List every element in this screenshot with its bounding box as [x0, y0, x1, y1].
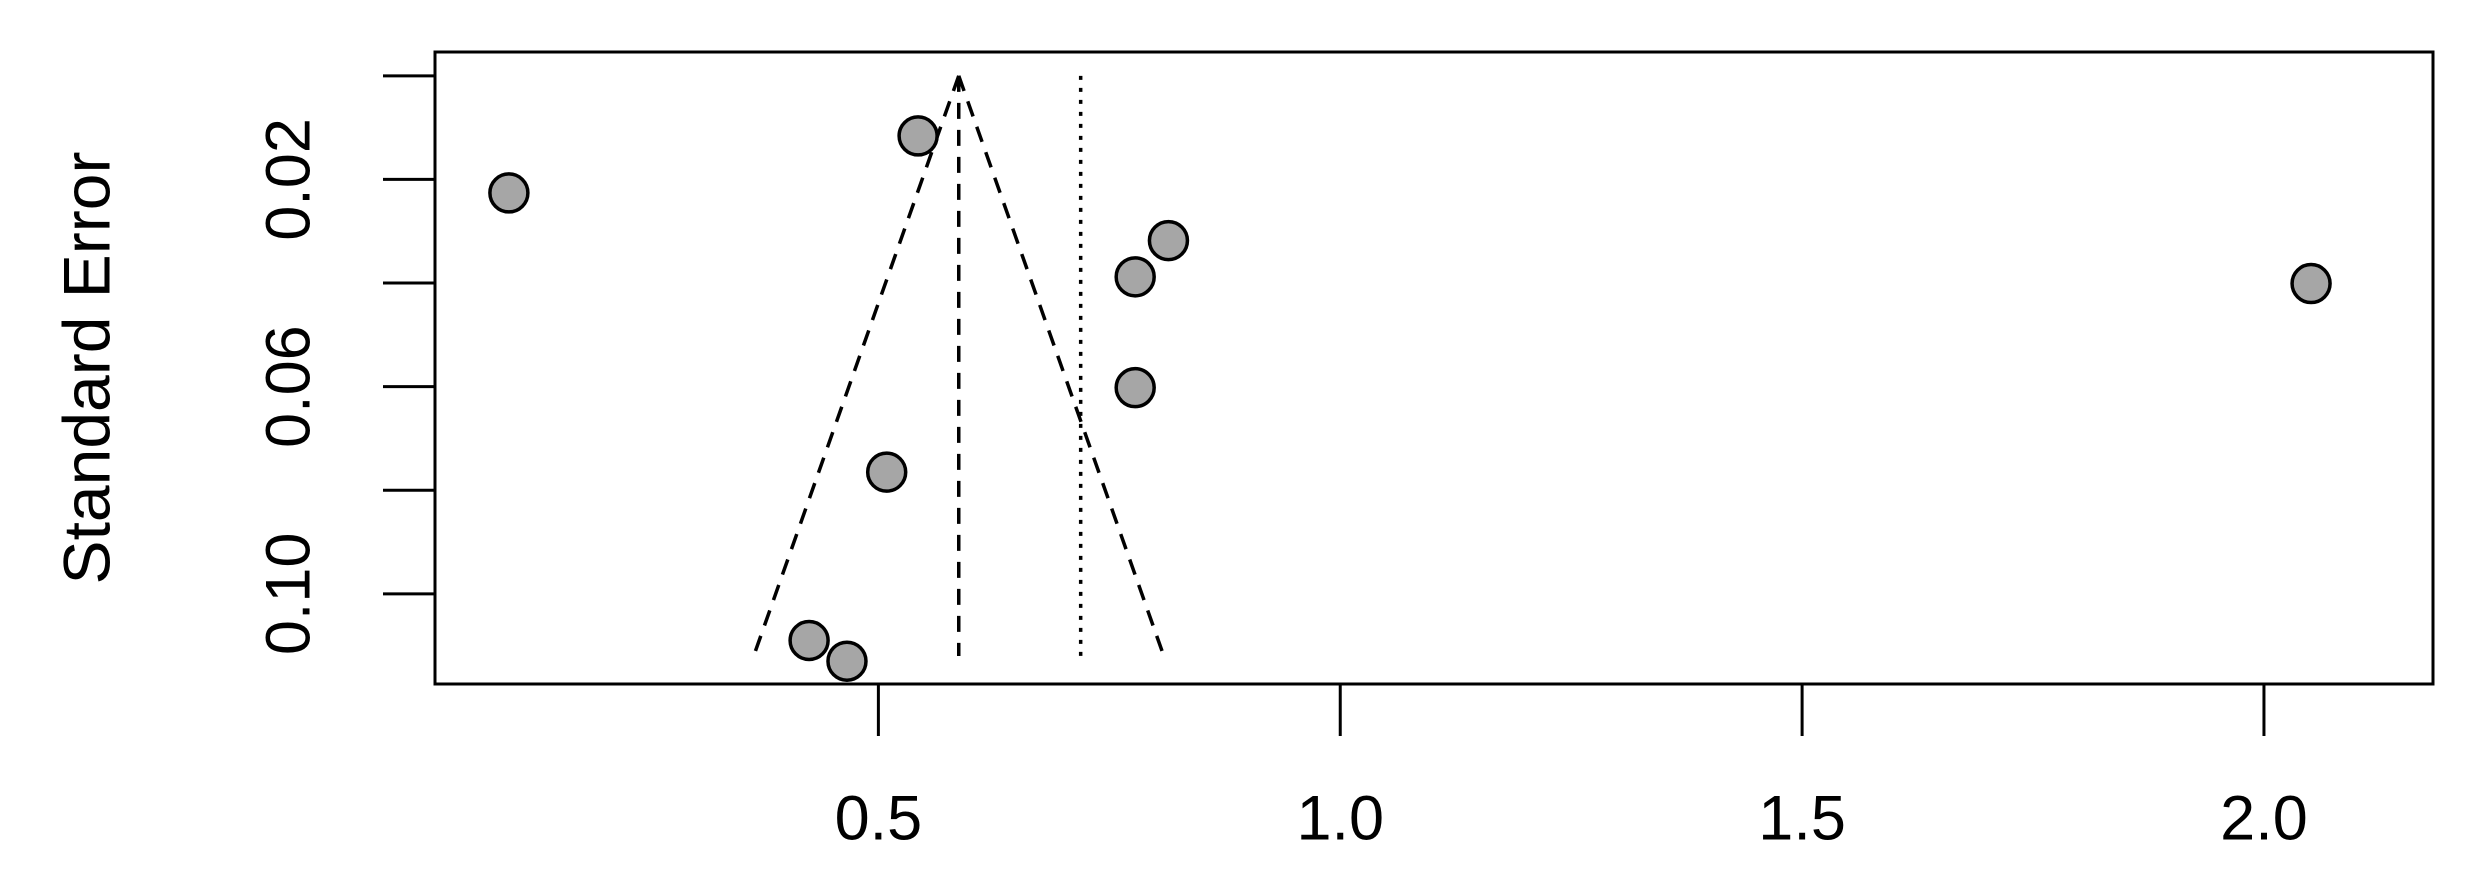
study-point — [2290, 262, 2332, 305]
study-point — [826, 640, 868, 682]
funnel-left — [752, 75, 961, 657]
y-tick-label: 0.06 — [254, 325, 324, 448]
study-point — [1114, 366, 1156, 409]
y-tick-label: 0.02 — [254, 118, 324, 241]
plot-frame — [433, 50, 2435, 686]
study-point — [1147, 219, 1190, 262]
study-point — [788, 619, 830, 662]
x-tick-label: 2.0 — [2220, 784, 2308, 854]
study-point — [1114, 256, 1156, 298]
study-point — [865, 451, 908, 493]
x-tick-label: 1.5 — [1758, 784, 1846, 854]
x-tick-label: 0.5 — [835, 784, 923, 854]
y-axis-label: Standard Error — [49, 152, 123, 585]
y-tick-label: 0.10 — [254, 533, 324, 656]
study-point — [488, 172, 530, 214]
funnel-right — [957, 75, 1166, 657]
x-tick-label: 1.0 — [1296, 784, 1384, 854]
study-point — [897, 115, 939, 157]
